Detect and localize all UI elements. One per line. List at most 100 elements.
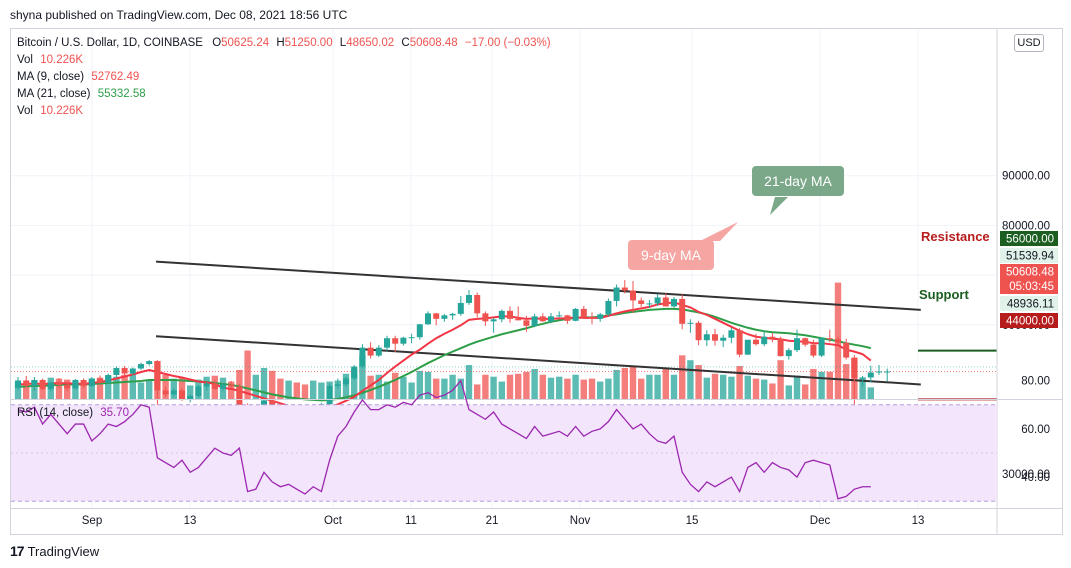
candle <box>826 329 833 343</box>
candle-body <box>211 383 218 389</box>
volume2-label: Vol <box>17 105 33 117</box>
candle <box>88 376 95 388</box>
candle <box>843 338 850 360</box>
volume-bar <box>777 360 784 399</box>
candle-body <box>392 338 399 344</box>
candle <box>859 375 866 387</box>
volume-bar <box>228 381 235 399</box>
volume-bar <box>113 376 120 399</box>
candle <box>646 299 653 308</box>
candle-body <box>482 313 489 322</box>
candle-body <box>843 342 850 358</box>
candle <box>753 333 759 346</box>
volume-bar <box>670 374 678 399</box>
candle <box>351 365 358 380</box>
candle-body <box>662 297 669 307</box>
volume-bar <box>785 385 792 399</box>
volume-bar <box>482 374 489 399</box>
volume-bar <box>818 371 825 399</box>
candle <box>695 320 702 346</box>
candle-body <box>802 338 809 345</box>
candle-body <box>228 384 235 387</box>
open-label: O <box>212 37 222 49</box>
last-price-tag: 50608.48 <box>1000 264 1058 294</box>
volume-bar <box>752 378 760 399</box>
ma21-callout-box <box>752 166 844 196</box>
candle-body <box>818 338 825 356</box>
time-tick-label: Nov <box>570 515 591 527</box>
time-tick-label: 21 <box>486 515 499 527</box>
ma21-callout-pointer <box>770 197 788 215</box>
volume-bar <box>129 373 136 399</box>
candle-body <box>753 339 759 345</box>
candle-body <box>31 379 38 386</box>
candle-body <box>859 377 866 379</box>
candle <box>867 365 874 383</box>
candle <box>220 382 226 391</box>
volume-bar <box>23 385 30 399</box>
volume-bar <box>334 380 341 399</box>
ma21-label: MA (21, close) <box>17 88 91 100</box>
volume-bar <box>515 373 522 399</box>
ma-high-tag-text: 51539.94 <box>1006 251 1055 263</box>
price-tick-label: 80000.00 <box>1002 220 1050 232</box>
volume-bar <box>867 387 874 399</box>
rsi-line <box>17 379 871 500</box>
candle-body <box>728 330 735 338</box>
candle-body <box>515 318 522 321</box>
volume-bar <box>310 380 317 399</box>
candle-body <box>359 347 366 367</box>
candle-body <box>154 361 161 391</box>
volume-bar <box>810 368 817 399</box>
candle-body <box>187 395 194 400</box>
currency-button[interactable]: USD <box>1014 34 1044 52</box>
candle-body <box>621 287 628 291</box>
volume-bar <box>260 367 268 399</box>
candle-body <box>605 300 612 315</box>
candle-body <box>449 313 456 316</box>
rsi-tick-label: 80.00 <box>1021 376 1050 388</box>
candle-body <box>64 384 71 389</box>
candle-body <box>564 315 571 321</box>
ma-high-tag-bg <box>1000 248 1058 263</box>
volume-bar <box>621 367 628 399</box>
volume-bar <box>178 377 186 399</box>
candle <box>433 312 440 326</box>
close-label: C <box>401 37 410 49</box>
volume-bar <box>613 369 620 399</box>
volume-bar <box>285 380 292 399</box>
candle-body <box>523 320 530 326</box>
candle <box>605 298 612 317</box>
candle-body <box>884 371 891 373</box>
candle <box>97 375 103 384</box>
candle-body <box>39 379 46 389</box>
resistance-tag: 56000.00 <box>1000 231 1058 246</box>
time-tick-label: Oct <box>324 515 343 527</box>
volume-bar <box>843 364 850 399</box>
candle <box>408 333 415 344</box>
volume-bar <box>80 382 87 399</box>
candle <box>228 380 235 389</box>
volume-bar <box>703 377 710 399</box>
candle <box>728 327 735 344</box>
volume-bar <box>146 380 153 399</box>
volume-bar <box>400 376 407 399</box>
candle-body <box>236 386 243 406</box>
candle-body <box>47 382 54 389</box>
candle-body <box>687 322 694 324</box>
candle-body <box>835 339 841 343</box>
ma21-callout-label: 21-day MA <box>764 173 832 189</box>
candle-body <box>162 390 169 395</box>
candle-body <box>170 390 177 395</box>
candle-body <box>367 347 374 356</box>
volume-bar <box>244 350 251 399</box>
candle <box>179 388 185 401</box>
open-value: 50625.24 <box>221 37 270 49</box>
candle-body <box>474 294 481 314</box>
volume-bar <box>564 378 571 399</box>
candle-body <box>548 316 554 322</box>
brand-name[interactable]: TradingView <box>27 543 100 559</box>
candle-body <box>351 366 358 379</box>
candle <box>712 328 718 346</box>
